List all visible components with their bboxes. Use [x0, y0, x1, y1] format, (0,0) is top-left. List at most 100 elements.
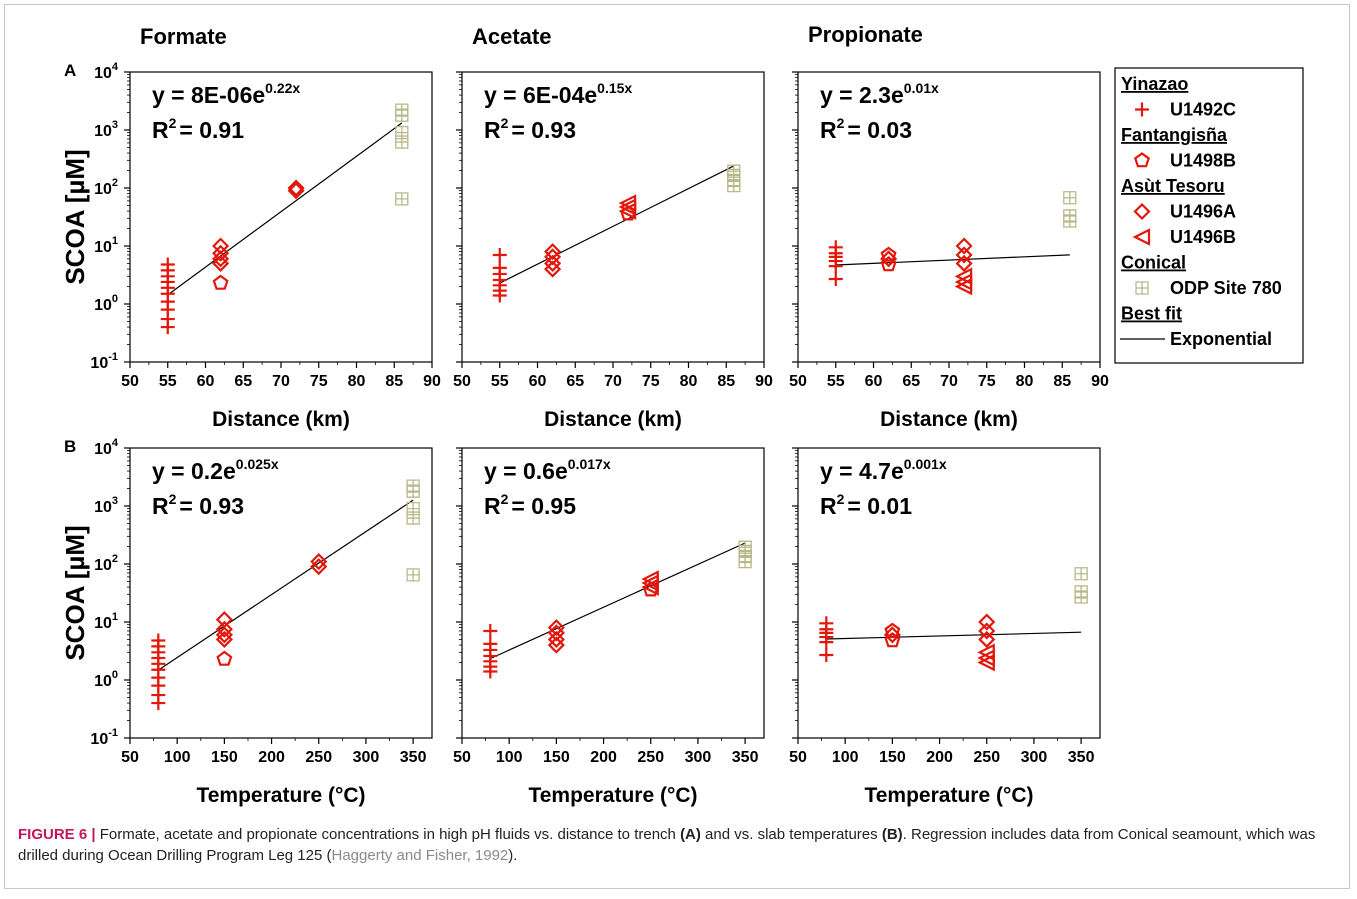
x-tick-label: 55	[491, 373, 509, 390]
point-odp-site-780	[1074, 585, 1088, 599]
x-tick-label: 50	[789, 373, 807, 390]
caption-citation-link[interactable]: Haggerty and Fisher, 1992	[331, 847, 509, 864]
r-squared-label: R2 = 0.91	[152, 115, 244, 143]
x-tick-label: 70	[272, 373, 290, 390]
point-u1496a	[978, 630, 996, 649]
x-axis-title: Temperature (°C)	[196, 784, 365, 807]
x-tick-label: 85	[717, 373, 735, 390]
legend-entry-label: U1496B	[1170, 227, 1236, 247]
x-tick-label: 60	[529, 373, 547, 390]
y-tick-label: 103	[94, 495, 118, 516]
x-tick-label: 80	[680, 373, 698, 390]
chart-panel-6: 50 100 150 200 250 300 350 Temperature (°C) y = …	[789, 447, 1101, 807]
y-tick-label: 104	[94, 437, 119, 458]
point-odp-site-780	[406, 502, 420, 516]
x-axis-title: Distance (km)	[212, 408, 350, 431]
r-squared-label: R2 = 0.93	[484, 115, 576, 143]
point-u1496a	[287, 182, 305, 200]
x-tick-label: 50	[453, 373, 471, 390]
point-u1496a	[883, 626, 901, 644]
point-u1496a	[880, 250, 898, 268]
best-fit-line	[835, 254, 1070, 266]
plot-area	[797, 447, 1101, 739]
point-u1498b	[884, 622, 901, 638]
x-tick-label: 250	[305, 749, 332, 766]
equation-label: y = 4.7e0.001x	[820, 456, 947, 484]
legend-header: Conical	[1121, 253, 1186, 273]
x-tick-label: 60	[197, 373, 215, 390]
plot-area	[129, 447, 433, 739]
point-u1492c	[492, 260, 507, 275]
x-tick-label: 85	[385, 373, 403, 390]
point-u1496a	[215, 611, 233, 629]
x-tick-label: 80	[1016, 373, 1034, 390]
point-odp-site-780	[1063, 191, 1077, 205]
point-u1496a	[310, 553, 328, 571]
legend-entry-label: ODP Site 780	[1170, 278, 1282, 298]
equation-label: y = 0.2e0.025x	[152, 456, 279, 484]
r-squared-label: R2 = 0.03	[820, 115, 912, 143]
x-tick-label: 80	[348, 373, 366, 390]
x-tick-label: 100	[832, 749, 859, 766]
y-axis-title-a: SCOA [µM]	[60, 149, 90, 284]
r-squared-label: R2 = 0.95	[484, 491, 576, 519]
x-axis-title: Temperature (°C)	[528, 784, 697, 807]
equation-label: y = 8E-06e0.22x	[152, 80, 300, 108]
x-tick-label: 75	[642, 373, 660, 390]
x-tick-label: 350	[400, 749, 427, 766]
point-u1496a	[955, 254, 973, 273]
r-squared-label: R2 = 0.93	[152, 491, 244, 519]
point-u1496a	[547, 619, 565, 637]
point-u1496b	[977, 643, 995, 662]
point-u1498b	[880, 246, 897, 262]
best-fit-line	[826, 631, 1082, 640]
x-tick-label: 75	[978, 373, 996, 390]
point-u1496a	[544, 243, 562, 261]
best-fit-line	[490, 542, 746, 660]
point-odp-site-780	[395, 126, 409, 140]
x-axis-title: Distance (km)	[544, 408, 682, 431]
x-tick-label: 250	[637, 749, 664, 766]
x-tick-label: 55	[827, 373, 845, 390]
x-tick-label: 200	[926, 749, 953, 766]
point-u1496a	[212, 244, 230, 262]
point-u1492c	[819, 647, 834, 662]
chart-panel-5: 50 100 150 200 250 300 350 Temperature (°C) y = …	[453, 447, 765, 807]
y-tick-label: 100	[94, 669, 118, 690]
legend-marker-diamond	[1133, 202, 1151, 221]
point-u1496a	[955, 246, 973, 264]
legend-header: Fantangisña	[1121, 125, 1228, 145]
x-tick-label: 70	[604, 373, 622, 390]
x-tick-label: 100	[496, 749, 523, 766]
x-tick-label: 50	[121, 373, 139, 390]
x-tick-label: 70	[940, 373, 958, 390]
row-label-b: B	[64, 437, 76, 456]
legend-entry-label: Exponential	[1170, 329, 1272, 349]
point-u1496a	[215, 630, 233, 649]
point-u1492c	[151, 633, 166, 648]
x-tick-label: 50	[789, 749, 807, 766]
row-label-a: A	[64, 61, 76, 80]
legend-entry-label: U1496A	[1170, 202, 1236, 222]
caption-label: FIGURE 6 |	[18, 826, 96, 843]
figure-frame	[4, 4, 1350, 889]
x-tick-label: 55	[159, 373, 177, 390]
best-fit-line	[157, 499, 414, 671]
chart-panel-1: 10-1 100 101 102 103 104 50 55 60 65 70 75 80 85 90 Dis…	[90, 61, 441, 431]
y-axis-title-b: SCOA [µM]	[60, 525, 90, 660]
x-tick-label: 65	[902, 373, 920, 390]
point-u1492c	[483, 636, 498, 651]
x-tick-label: 50	[453, 749, 471, 766]
x-tick-label: 350	[732, 749, 759, 766]
equation-label: y = 6E-04e0.15x	[484, 80, 632, 108]
x-tick-label: 90	[423, 373, 441, 390]
point-odp-site-780	[1074, 567, 1088, 581]
best-fit-line	[167, 122, 403, 296]
legend-header: Best fit	[1121, 304, 1182, 324]
legend-marker-pentagon	[1134, 152, 1150, 168]
point-u1496a	[212, 237, 230, 255]
column-title-formate: Formate	[140, 24, 227, 49]
y-tick-label: 103	[94, 119, 118, 140]
y-tick-label: 102	[94, 553, 118, 574]
